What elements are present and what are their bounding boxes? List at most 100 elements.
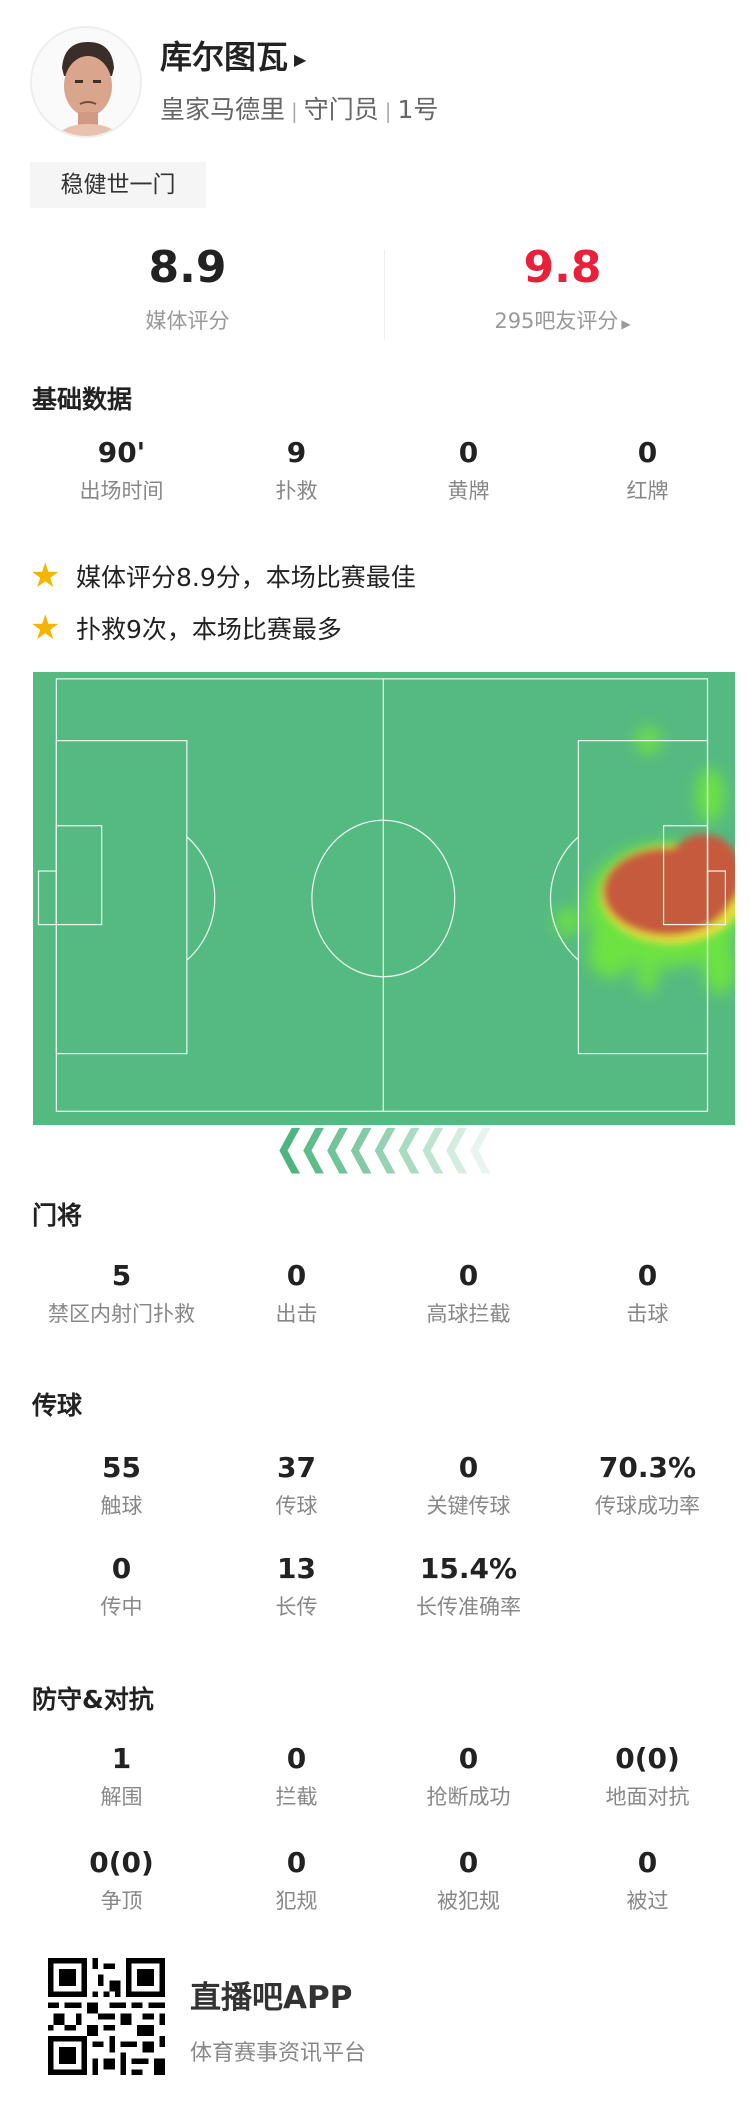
heatmap-pitch — [33, 672, 735, 1125]
stat-value: 0 — [458, 1846, 479, 1879]
stat-value: 0 — [458, 1742, 479, 1775]
chevron-left-icon: ❮ — [297, 1120, 330, 1174]
stat-item: 70.3% 传球成功率 — [560, 1451, 735, 1520]
section-title-basic: 基础数据 — [32, 385, 133, 414]
stat-value: 0 — [458, 436, 479, 469]
stat-label: 抢断成功 — [426, 1785, 511, 1809]
divider — [384, 250, 385, 340]
stat-value: 0 — [286, 1259, 307, 1292]
player-avatar[interactable] — [30, 26, 142, 138]
stat-value: 0 — [286, 1846, 307, 1879]
media-label: 媒体评分 — [145, 309, 230, 333]
chevron-left-icon: ❮ — [345, 1120, 378, 1174]
stat-item: 0 击球 — [560, 1259, 735, 1328]
player-info: 皇家马德里 | 守门员 | 1号 — [160, 95, 439, 124]
chevron-left-icon: ❮ — [417, 1120, 449, 1174]
stat-label: 高球拦截 — [426, 1302, 511, 1326]
stat-value: 0 — [637, 1846, 658, 1879]
stat-item: 1 解围 — [34, 1742, 209, 1811]
stat-label: 被犯规 — [437, 1889, 500, 1913]
stat-value: 0 — [637, 436, 658, 469]
stat-label: 长传准确率 — [416, 1595, 521, 1619]
player-tag: 稳健世一门 — [30, 162, 206, 208]
stat-value: 37 — [277, 1451, 316, 1484]
stat-item: 0 关键传球 — [381, 1451, 556, 1520]
media-rating: 8.9 媒体评分 — [0, 242, 375, 335]
stat-label: 禁区内射门扑救 — [48, 1302, 195, 1326]
stat-label: 黄牌 — [447, 479, 490, 503]
stat-item: 13 长传 — [209, 1552, 384, 1621]
stat-label: 解围 — [100, 1785, 143, 1809]
fan-rating[interactable]: 9.8 295吧友评分 ▶ — [375, 242, 750, 335]
stat-label: 地面对抗 — [605, 1785, 690, 1809]
stat-value: 9 — [286, 436, 307, 469]
stat-item: 0 红牌 — [560, 436, 735, 505]
app-name: 直播吧APP — [190, 1980, 353, 2016]
star-icon: ★ — [30, 608, 61, 648]
chevron-left-icon: ❮ — [440, 1120, 473, 1174]
stat-label: 出击 — [275, 1302, 318, 1326]
star-icon: ★ — [30, 556, 61, 596]
stat-label: 触球 — [100, 1494, 143, 1518]
stat-value: 70.3% — [598, 1451, 697, 1484]
stat-label: 击球 — [626, 1302, 669, 1326]
stat-item: 0 传中 — [34, 1552, 209, 1621]
stat-label: 关键传球 — [426, 1494, 511, 1518]
stat-label: 扑救 — [275, 479, 318, 503]
chevron-left-icon: ❮ — [274, 1120, 306, 1174]
stat-item: 5 禁区内射门扑救 — [34, 1259, 209, 1328]
stat-value: 5 — [111, 1259, 132, 1292]
chevron-left-icon: ❮ — [369, 1120, 402, 1174]
stat-label: 传球成功率 — [595, 1494, 700, 1518]
heatmap-layer — [555, 726, 735, 995]
stat-item: 0 被过 — [560, 1846, 735, 1915]
stat-item: 0 犯规 — [209, 1846, 384, 1915]
stat-label: 拦截 — [275, 1785, 318, 1809]
highlight-item: ★ 媒体评分8.9分，本场比赛最佳 — [30, 558, 416, 594]
caret-right-icon: ▶ — [294, 49, 307, 69]
stat-value: 55 — [102, 1451, 141, 1484]
chevron-left-icon: ❮ — [393, 1120, 426, 1174]
stat-item: 0 抢断成功 — [381, 1742, 556, 1811]
stat-label: 犯规 — [275, 1889, 318, 1913]
stat-label: 红牌 — [626, 479, 669, 503]
player-name-link[interactable]: 库尔图瓦 ▶ — [160, 32, 306, 78]
stat-value: 0 — [286, 1742, 307, 1775]
stat-label: 长传 — [275, 1595, 318, 1619]
media-score: 8.9 — [148, 242, 227, 293]
stat-item: 37 传球 — [209, 1451, 384, 1520]
pitch-lines — [37, 678, 727, 1112]
stat-value: 0 — [458, 1259, 479, 1292]
stat-item: 55 触球 — [34, 1451, 209, 1520]
section-title-passing: 传球 — [32, 1391, 83, 1420]
section-title-goalkeeping: 门将 — [32, 1201, 83, 1230]
stat-value: 1 — [111, 1742, 132, 1775]
fan-score: 9.8 — [523, 242, 602, 293]
fan-label: 295吧友评分 — [494, 309, 619, 333]
caret-right-icon: ▶ — [621, 317, 631, 331]
stat-value: 90' — [97, 436, 146, 469]
stat-label: 出场时间 — [79, 479, 164, 503]
chevron-left-icon: ❮ — [464, 1120, 497, 1174]
stat-item: 0 拦截 — [209, 1742, 384, 1811]
stat-item: 0 出击 — [209, 1259, 384, 1328]
stat-value: 15.4% — [419, 1552, 518, 1585]
attack-direction-arrows: ❮ ❮ ❮ ❮ ❮ ❮ ❮ ❮ ❮ — [274, 1120, 497, 1174]
stat-label: 被过 — [626, 1889, 669, 1913]
stat-item: 90' 出场时间 — [34, 436, 209, 505]
player-photo-icon — [56, 42, 120, 136]
stat-item: 15.4% 长传准确率 — [381, 1552, 556, 1621]
player-name: 库尔图瓦 — [160, 38, 289, 76]
highlight-text: 扑救9次，本场比赛最多 — [76, 615, 342, 644]
stat-value: 13 — [277, 1552, 316, 1585]
stat-item: 0 高球拦截 — [381, 1259, 556, 1328]
qr-code-icon[interactable] — [48, 1958, 165, 2075]
stat-value: 0 — [458, 1451, 479, 1484]
highlight-item: ★ 扑救9次，本场比赛最多 — [30, 610, 342, 646]
stat-label: 争顶 — [100, 1889, 143, 1913]
stat-value: 0(0) — [89, 1846, 154, 1879]
stat-item: 0 黄牌 — [381, 436, 556, 505]
stat-item: 0 被犯规 — [381, 1846, 556, 1915]
section-title-defense: 防守&对抗 — [32, 1685, 154, 1714]
stat-item: 9 扑救 — [209, 436, 384, 505]
